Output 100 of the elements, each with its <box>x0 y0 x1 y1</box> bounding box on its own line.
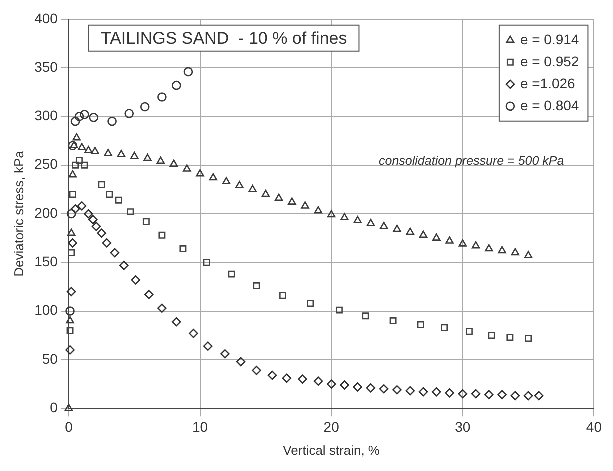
x-axis-title: Vertical strain, % <box>283 442 380 458</box>
point <box>67 228 76 236</box>
point <box>417 321 424 328</box>
point <box>84 146 93 154</box>
x-tick-label: 30 <box>455 418 471 435</box>
y-tick-label: 250 <box>34 156 58 172</box>
point <box>280 292 286 300</box>
point <box>88 215 98 224</box>
point <box>485 244 494 252</box>
y-axis-title: Deviatoric stress, kPa <box>11 150 26 277</box>
point <box>64 404 74 412</box>
point <box>222 177 231 185</box>
x-tick-label: 20 <box>324 418 340 435</box>
y-tick-label: 50 <box>42 350 58 367</box>
point <box>268 370 278 380</box>
point <box>498 390 507 400</box>
point <box>124 109 134 118</box>
point <box>298 374 308 384</box>
point <box>379 384 389 394</box>
point <box>81 162 88 169</box>
point <box>117 150 126 158</box>
point <box>156 156 165 164</box>
point <box>80 110 90 120</box>
point <box>510 391 520 401</box>
point <box>228 270 236 278</box>
point <box>511 248 520 256</box>
y-tick-label: 0 <box>50 399 58 416</box>
y-tick-label: 400 <box>34 10 58 26</box>
legend-label: e =1.026 <box>520 75 576 92</box>
point <box>274 194 284 202</box>
point <box>66 287 76 296</box>
legend-label: e = 0.952 <box>520 53 580 70</box>
y-tick-label: 200 <box>34 204 58 221</box>
point <box>203 259 210 266</box>
point <box>466 328 473 336</box>
point <box>66 327 74 334</box>
point <box>406 228 414 236</box>
x-tick-label: 40 <box>586 418 602 435</box>
point <box>144 290 154 300</box>
point <box>366 384 376 393</box>
point <box>77 202 87 211</box>
point <box>68 170 78 178</box>
point <box>170 160 178 168</box>
point <box>204 342 213 351</box>
point <box>340 213 349 221</box>
point <box>220 349 230 359</box>
point <box>92 222 102 232</box>
point <box>336 306 343 314</box>
point <box>445 388 454 398</box>
point <box>366 219 376 226</box>
point <box>158 92 167 102</box>
point <box>432 234 441 241</box>
point <box>524 251 533 258</box>
point <box>184 67 194 77</box>
point <box>142 218 150 226</box>
y-tick-label: 100 <box>34 302 58 318</box>
point <box>392 385 402 395</box>
point <box>380 222 388 230</box>
point <box>288 198 296 205</box>
point <box>393 224 402 232</box>
text: TAILINGS SAND - 10 % of fines <box>100 29 348 48</box>
point <box>253 282 260 290</box>
point <box>91 147 100 154</box>
point <box>406 386 416 396</box>
point <box>252 366 262 376</box>
point <box>183 164 192 172</box>
point <box>89 113 99 122</box>
y-tick-label: 300 <box>34 108 58 124</box>
point <box>68 249 76 256</box>
point <box>76 157 83 164</box>
point <box>69 191 76 198</box>
legend-label: e = 0.914 <box>520 31 580 48</box>
point <box>70 204 80 214</box>
point <box>196 169 204 177</box>
point <box>525 335 532 342</box>
point <box>66 306 75 316</box>
point <box>340 380 350 390</box>
point <box>119 260 129 270</box>
point <box>189 329 198 338</box>
point <box>115 196 122 204</box>
point <box>353 382 362 392</box>
y-tick-label: 150 <box>34 254 58 270</box>
point <box>458 389 468 399</box>
annotation: consolidation pressure = 500 kPa <box>379 154 564 168</box>
point <box>441 324 448 332</box>
point <box>327 210 336 218</box>
point <box>140 102 150 112</box>
point <box>98 181 106 188</box>
point <box>104 149 112 156</box>
point <box>130 152 139 160</box>
point <box>354 216 362 224</box>
point <box>314 206 323 214</box>
point <box>127 208 134 216</box>
point <box>362 312 370 320</box>
point <box>97 228 106 238</box>
point <box>72 133 81 141</box>
point <box>301 202 310 209</box>
point <box>484 390 494 400</box>
point <box>68 238 78 248</box>
point <box>172 317 182 327</box>
